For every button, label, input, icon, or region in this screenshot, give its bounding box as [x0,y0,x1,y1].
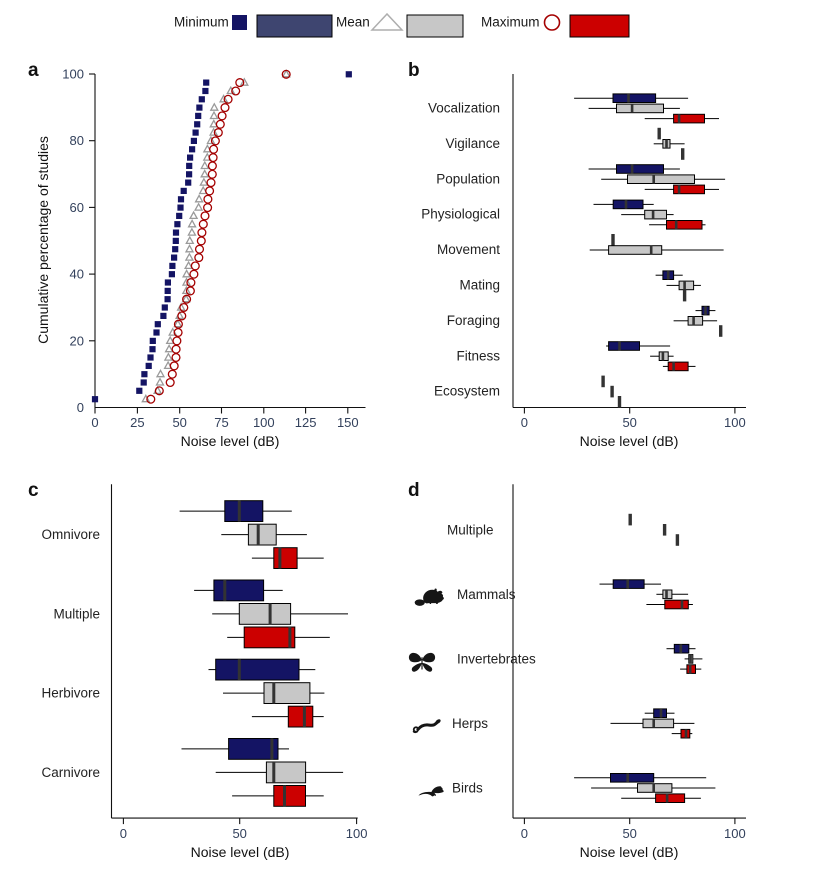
svg-text:Noise level (dB): Noise level (dB) [191,844,290,860]
svg-text:Herps: Herps [452,716,488,731]
svg-text:0: 0 [521,415,528,430]
svg-text:Multiple: Multiple [447,522,494,537]
svg-text:Cumulative percentage of studi: Cumulative percentage of studies [35,136,51,344]
svg-text:Maximum: Maximum [481,15,540,30]
svg-text:80: 80 [70,133,84,148]
svg-text:Invertebrates: Invertebrates [457,651,536,666]
svg-text:Population: Population [436,171,500,186]
svg-text:Vigilance: Vigilance [445,136,500,151]
svg-text:Omnivore: Omnivore [41,527,100,542]
svg-text:Carnivore: Carnivore [41,765,100,780]
svg-text:Mammals: Mammals [457,587,516,602]
svg-text:Movement: Movement [437,242,500,257]
svg-text:a: a [28,60,39,81]
svg-text:Multiple: Multiple [53,606,100,621]
svg-text:100: 100 [724,826,746,841]
svg-text:150: 150 [337,415,359,430]
svg-text:50: 50 [622,826,636,841]
svg-text:Physiological: Physiological [421,207,500,222]
svg-text:Noise level (dB): Noise level (dB) [580,844,679,860]
svg-text:Herbivore: Herbivore [41,686,100,701]
svg-text:0: 0 [120,826,127,841]
svg-text:0: 0 [91,415,98,430]
svg-text:100: 100 [253,415,275,430]
svg-text:Fitness: Fitness [456,348,500,363]
svg-text:50: 50 [232,826,246,841]
svg-text:Noise level (dB): Noise level (dB) [181,433,280,449]
svg-text:60: 60 [70,200,84,215]
svg-text:50: 50 [622,415,636,430]
svg-text:100: 100 [724,415,746,430]
svg-text:100: 100 [62,67,84,82]
svg-text:d: d [408,480,420,501]
svg-text:Mating: Mating [459,278,500,293]
svg-text:50: 50 [172,415,186,430]
svg-text:Minimum: Minimum [174,15,229,30]
svg-text:c: c [28,480,39,501]
svg-text:75: 75 [214,415,228,430]
svg-text:0: 0 [521,826,528,841]
svg-text:0: 0 [77,400,84,415]
svg-text:20: 20 [70,333,84,348]
svg-text:25: 25 [130,415,144,430]
svg-text:40: 40 [70,267,84,282]
svg-text:Birds: Birds [452,781,483,796]
svg-text:Noise level (dB): Noise level (dB) [580,433,679,449]
svg-text:125: 125 [295,415,317,430]
svg-text:Mean: Mean [336,15,370,30]
svg-text:b: b [408,60,420,81]
svg-text:Vocalization: Vocalization [428,101,500,116]
svg-text:Ecosystem: Ecosystem [434,384,500,399]
svg-text:100: 100 [346,826,368,841]
svg-text:Foraging: Foraging [447,313,500,328]
